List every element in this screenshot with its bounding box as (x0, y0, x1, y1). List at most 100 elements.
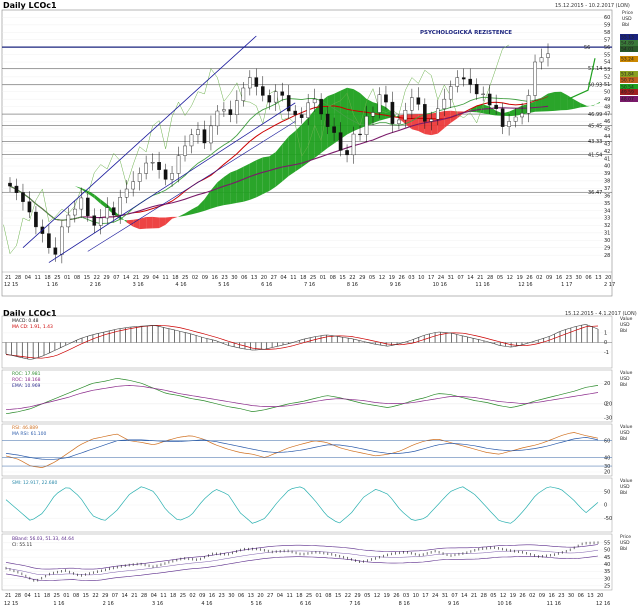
bottom-x-tick-label: 30 (568, 593, 574, 599)
bottom-x-tick-label: 16 (548, 593, 554, 599)
y-tick-label: 50 (604, 89, 610, 95)
y-tick-label: 60 (604, 15, 610, 21)
cloud-bull-segment (230, 170, 237, 205)
bb-label-1: BBand: 56.03, 51.33, 44.64 (12, 536, 74, 542)
value-tag: 54.89 (620, 40, 638, 47)
macd-label-1: MACD: 0.48 (12, 318, 39, 324)
indicator-y-tick: 1 (604, 331, 607, 337)
bottom-x-tick-label: 08 (73, 593, 79, 599)
bottom-x-tick-label: 22 (92, 593, 98, 599)
bottom-x-tick-label: 31 (442, 593, 448, 599)
cloud-bear-segment (411, 114, 419, 131)
indicator-y-tick: 55 (604, 540, 610, 546)
bottom-x-month-label: 1 16 (53, 601, 64, 607)
bottom-x-tick-label: 02 (529, 593, 535, 599)
bottom-x-tick-label: 04 (151, 593, 157, 599)
candle-body (27, 201, 32, 213)
bottom-x-tick-label: 13 (248, 593, 254, 599)
x-tick-label: 30 (231, 275, 237, 281)
value-tag-bg (620, 56, 638, 62)
y-tick-label: 38 (604, 179, 610, 185)
bottom-x-tick-label: 25 (306, 593, 312, 599)
cloud-bull-segment (476, 104, 484, 114)
x-tick-label: 08 (330, 275, 336, 281)
bottom-x-tick-label: 27 (267, 593, 273, 599)
indicator-panel-frame (1, 369, 613, 423)
bottom-x-tick-label: 15 (83, 593, 89, 599)
top-chart-title: Daily LCOc1 (3, 1, 57, 10)
cloud-bull-segment (353, 89, 361, 132)
x-tick-label: 22 (94, 275, 100, 281)
roc-label-1: ROC: 17.981 (12, 371, 41, 377)
bottom-x-tick-label: 11 (34, 593, 40, 599)
candle-body (196, 129, 200, 136)
candle-body (455, 77, 460, 87)
candle-body (170, 173, 174, 180)
candle-body (241, 87, 246, 101)
bottom-x-month-label: 3 16 (152, 601, 163, 607)
cloud-bear-segment (146, 216, 153, 229)
bottom-x-month-label: 6 16 (300, 601, 311, 607)
bottom-x-tick-label: 21 (5, 593, 11, 599)
cloud-bull-segment (204, 190, 211, 211)
x-tick-label: 07 (457, 275, 463, 281)
bottom-x-tick-label: 14 (461, 593, 467, 599)
bottom-x-tick-label: 13 (587, 593, 593, 599)
candle-body (351, 133, 356, 156)
x-tick-label: 06 (585, 275, 591, 281)
candle-body (526, 95, 531, 114)
bottom-x-tick-label: 19 (510, 593, 516, 599)
x-tick-label: 19 (389, 275, 395, 281)
indicator-y-tick: 45 (604, 555, 610, 561)
y-tick-label: 42 (604, 149, 610, 155)
value-tag-bg (620, 77, 638, 83)
x-tick-label: 12 (507, 275, 513, 281)
candle-body (124, 188, 129, 198)
y-tick-label: 54 (604, 60, 610, 66)
x-tick-label: 01 (64, 275, 70, 281)
candle-body (403, 110, 408, 121)
candle-body (474, 84, 479, 95)
x-tick-label: 11 (290, 275, 296, 281)
candle-body (364, 116, 369, 135)
bottom-x-tick-label: 21 (131, 593, 137, 599)
macd-signal-line (5, 325, 599, 359)
candle-body (390, 101, 395, 124)
candle-body (118, 196, 122, 216)
x-tick-label: 26 (398, 275, 404, 281)
cloud-bull-segment (347, 87, 354, 135)
cloud-bull-segment (94, 194, 101, 204)
x-tick-label: 01 (320, 275, 326, 281)
cloud-bull-segment (509, 108, 516, 117)
candle-body (85, 197, 90, 216)
y-tick-label: 56 (604, 45, 610, 51)
top-chart-range: 15.12.2015 - 10.2.2017 (LON) (555, 3, 630, 9)
candle-body (21, 192, 25, 202)
candle-body (487, 93, 492, 106)
level-label: 36.47 (588, 190, 602, 196)
x-tick-label: 13 (595, 275, 601, 281)
x-tick-label: 05 (497, 275, 503, 281)
candle-body (202, 129, 207, 144)
bottom-x-month-label: 2 16 (103, 601, 114, 607)
candle-body (520, 113, 524, 118)
bottom-x-month-label: 4 16 (201, 601, 212, 607)
indicator-y-tick: 40 (604, 455, 610, 461)
rsi-label-2: MA RSI: 61.100 (12, 431, 47, 437)
level-label: 50.93 (588, 83, 602, 89)
ma-purple-line (9, 105, 549, 221)
candle-body (423, 104, 427, 122)
bottom-x-tick-label: 18 (44, 593, 50, 599)
bottom-chart-range: 15.12.2015 - 4.1.2017 (LON) (565, 311, 637, 317)
candle-body (448, 86, 453, 100)
bottom-x-tick-label: 18 (170, 593, 176, 599)
indicator-unit-label: Bbl (620, 382, 627, 388)
indicator-series-line (5, 437, 599, 460)
candle-body (384, 94, 388, 103)
level-label: 53.14 (588, 66, 602, 72)
x-tick-label: 18 (172, 275, 178, 281)
cloud-bull-segment (100, 199, 108, 209)
indicator-series-line (5, 385, 599, 411)
bb-lower-band (5, 555, 599, 581)
indicator-y-tick: 50 (604, 548, 610, 554)
